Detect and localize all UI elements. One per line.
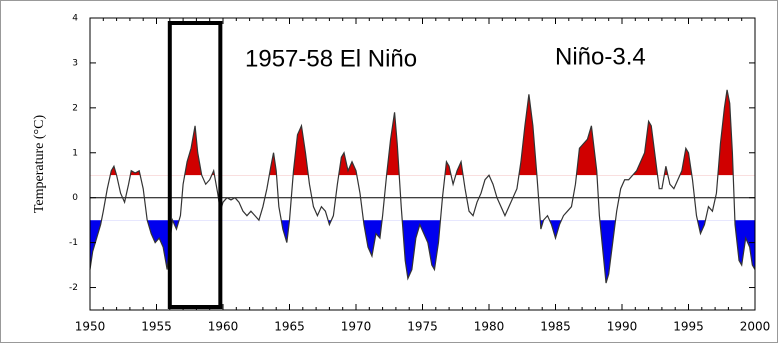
x-tick-label: 2000	[740, 320, 771, 334]
x-tick-label: 1965	[274, 320, 305, 334]
x-tick-label: 1950	[75, 320, 106, 334]
y-axis-label: Temperature (°C)	[32, 115, 47, 214]
y-tick-label: 4	[72, 14, 78, 24]
x-tick-label: 1955	[141, 320, 172, 334]
series-line	[89, 89, 756, 284]
annotation: 1957-58 El Niño	[245, 45, 417, 72]
x-tick-label: 1960	[208, 320, 239, 334]
y-tick-label: -1	[69, 238, 78, 248]
cold-fill	[90, 220, 755, 284]
x-tick-label: 1985	[540, 320, 571, 334]
annotation: Niño-3.4	[555, 43, 646, 70]
x-tick-label: 1980	[474, 320, 505, 334]
y-tick-label: 3	[72, 58, 78, 68]
highlight-box	[167, 21, 223, 309]
y-tick-label: 2	[72, 103, 78, 113]
x-tick-label: 1990	[607, 320, 638, 334]
x-tick-label: 1975	[407, 320, 438, 334]
y-tick-label: -2	[69, 283, 78, 293]
x-tick-label: 1970	[341, 320, 372, 334]
y-tick-label: 1	[72, 148, 78, 158]
x-tick-label: 1995	[673, 320, 704, 334]
y-tick-label: 0	[72, 193, 78, 203]
warm-fill	[110, 89, 734, 176]
